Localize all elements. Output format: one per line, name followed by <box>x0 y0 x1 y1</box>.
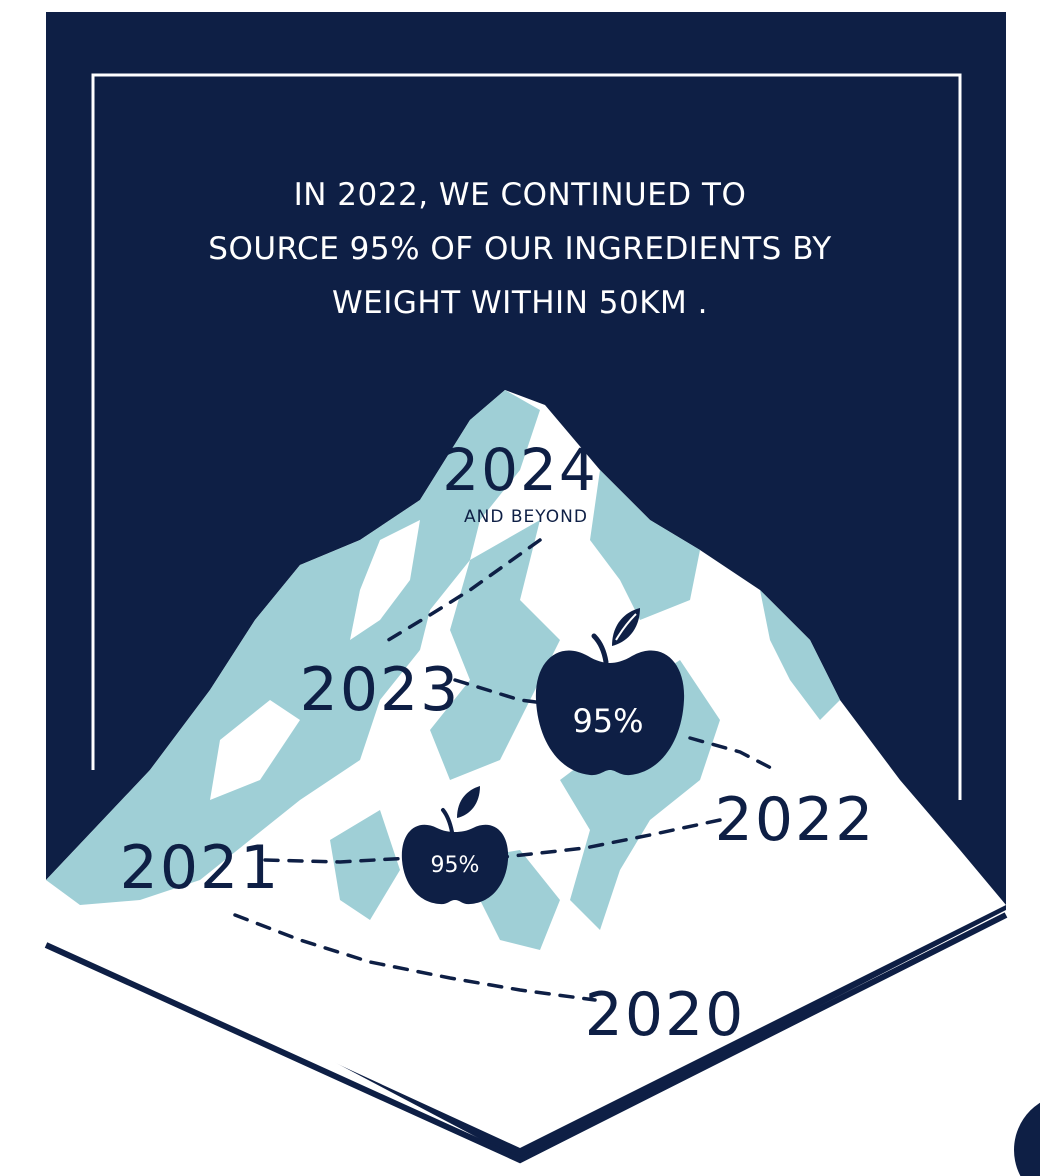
chevron-edge <box>44 912 1008 1164</box>
ice-left-face <box>46 390 540 905</box>
apple-icon <box>401 786 509 905</box>
headline-line-3: WEIGHT WITHIN 50KM . <box>332 285 708 321</box>
ice-streak-4 <box>760 590 840 720</box>
big-badge-value: 95% <box>572 702 643 740</box>
headline-line-1: IN 2022, WE CONTINUED TO <box>293 177 747 213</box>
ice-streak-5 <box>330 810 400 920</box>
headline: IN 2022, WE CONTINUED TO SOURCE 95% OF O… <box>120 168 920 330</box>
year-2024-note: AND BEYOND <box>464 507 588 527</box>
mountain <box>46 390 1006 1148</box>
big-apple-badge: 95% <box>535 608 685 776</box>
ice-streak-2 <box>590 470 700 620</box>
ice-streak-1 <box>430 520 560 780</box>
corner-circle <box>1014 1102 1040 1176</box>
headline-line-2: SOURCE 95% OF OUR INGREDIENTS BY <box>208 231 832 267</box>
year-2021: 2021 <box>120 833 281 903</box>
year-2024: 2024 <box>442 436 598 504</box>
frame-border <box>91 73 962 800</box>
year-2023: 2023 <box>300 655 461 725</box>
small-apple-badge: 95% <box>401 786 509 905</box>
year-2022: 2022 <box>715 785 876 855</box>
snow-streak-1 <box>350 520 420 640</box>
apple-icon <box>535 608 685 776</box>
mountain-snow <box>46 390 1006 1148</box>
small-badge-value: 95% <box>431 853 480 878</box>
bottom-chevron <box>46 930 1040 1176</box>
snow-streak-3 <box>400 640 450 730</box>
ice-streak-3 <box>560 660 720 930</box>
snow-streak-2 <box>210 700 300 800</box>
year-2020: 2020 <box>585 980 746 1050</box>
